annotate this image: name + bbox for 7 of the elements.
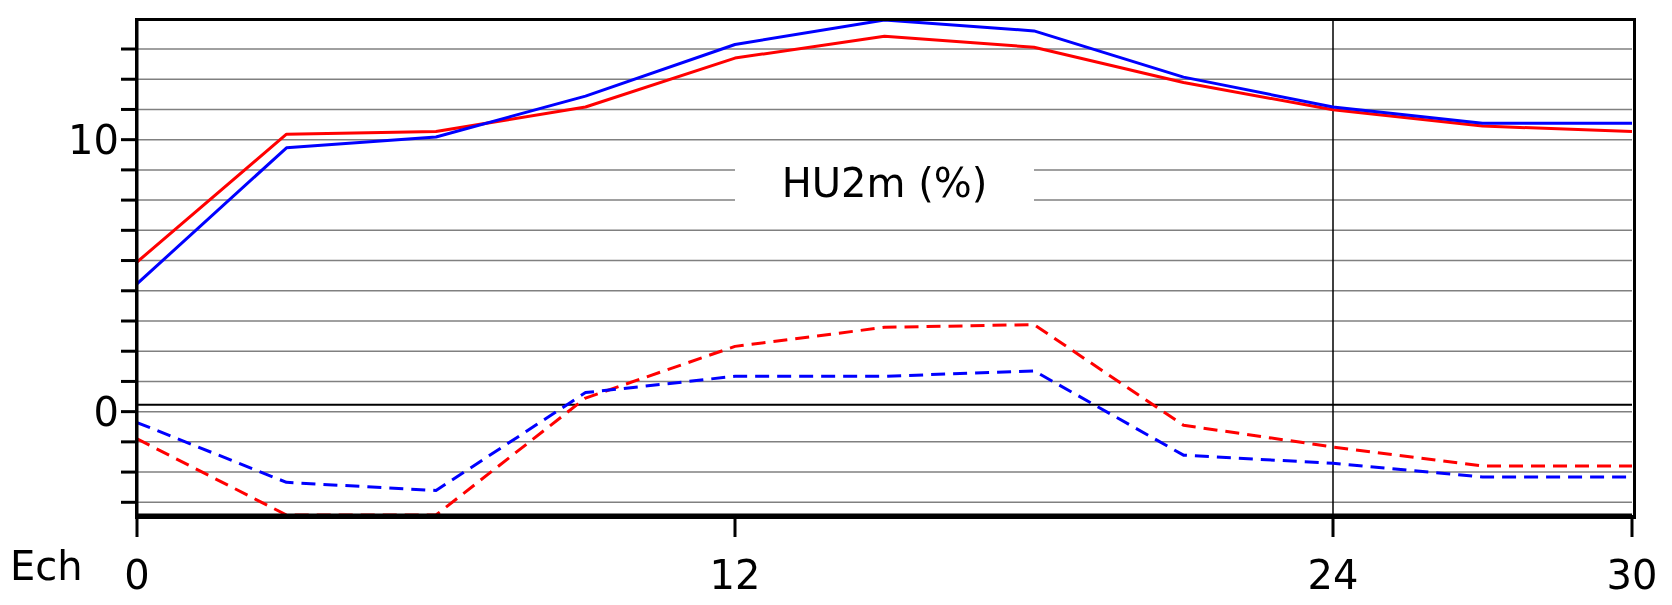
y-tick-label: 10 (68, 116, 119, 163)
x-axis-title: Ech (10, 543, 83, 589)
x-tick-label: 30 (1606, 552, 1658, 599)
text: HU2m (%) (735, 148, 1034, 218)
x-tick-label: 0 (124, 552, 150, 599)
x-tick-label: 12 (709, 552, 761, 599)
x-tick-label: 24 (1307, 552, 1359, 599)
